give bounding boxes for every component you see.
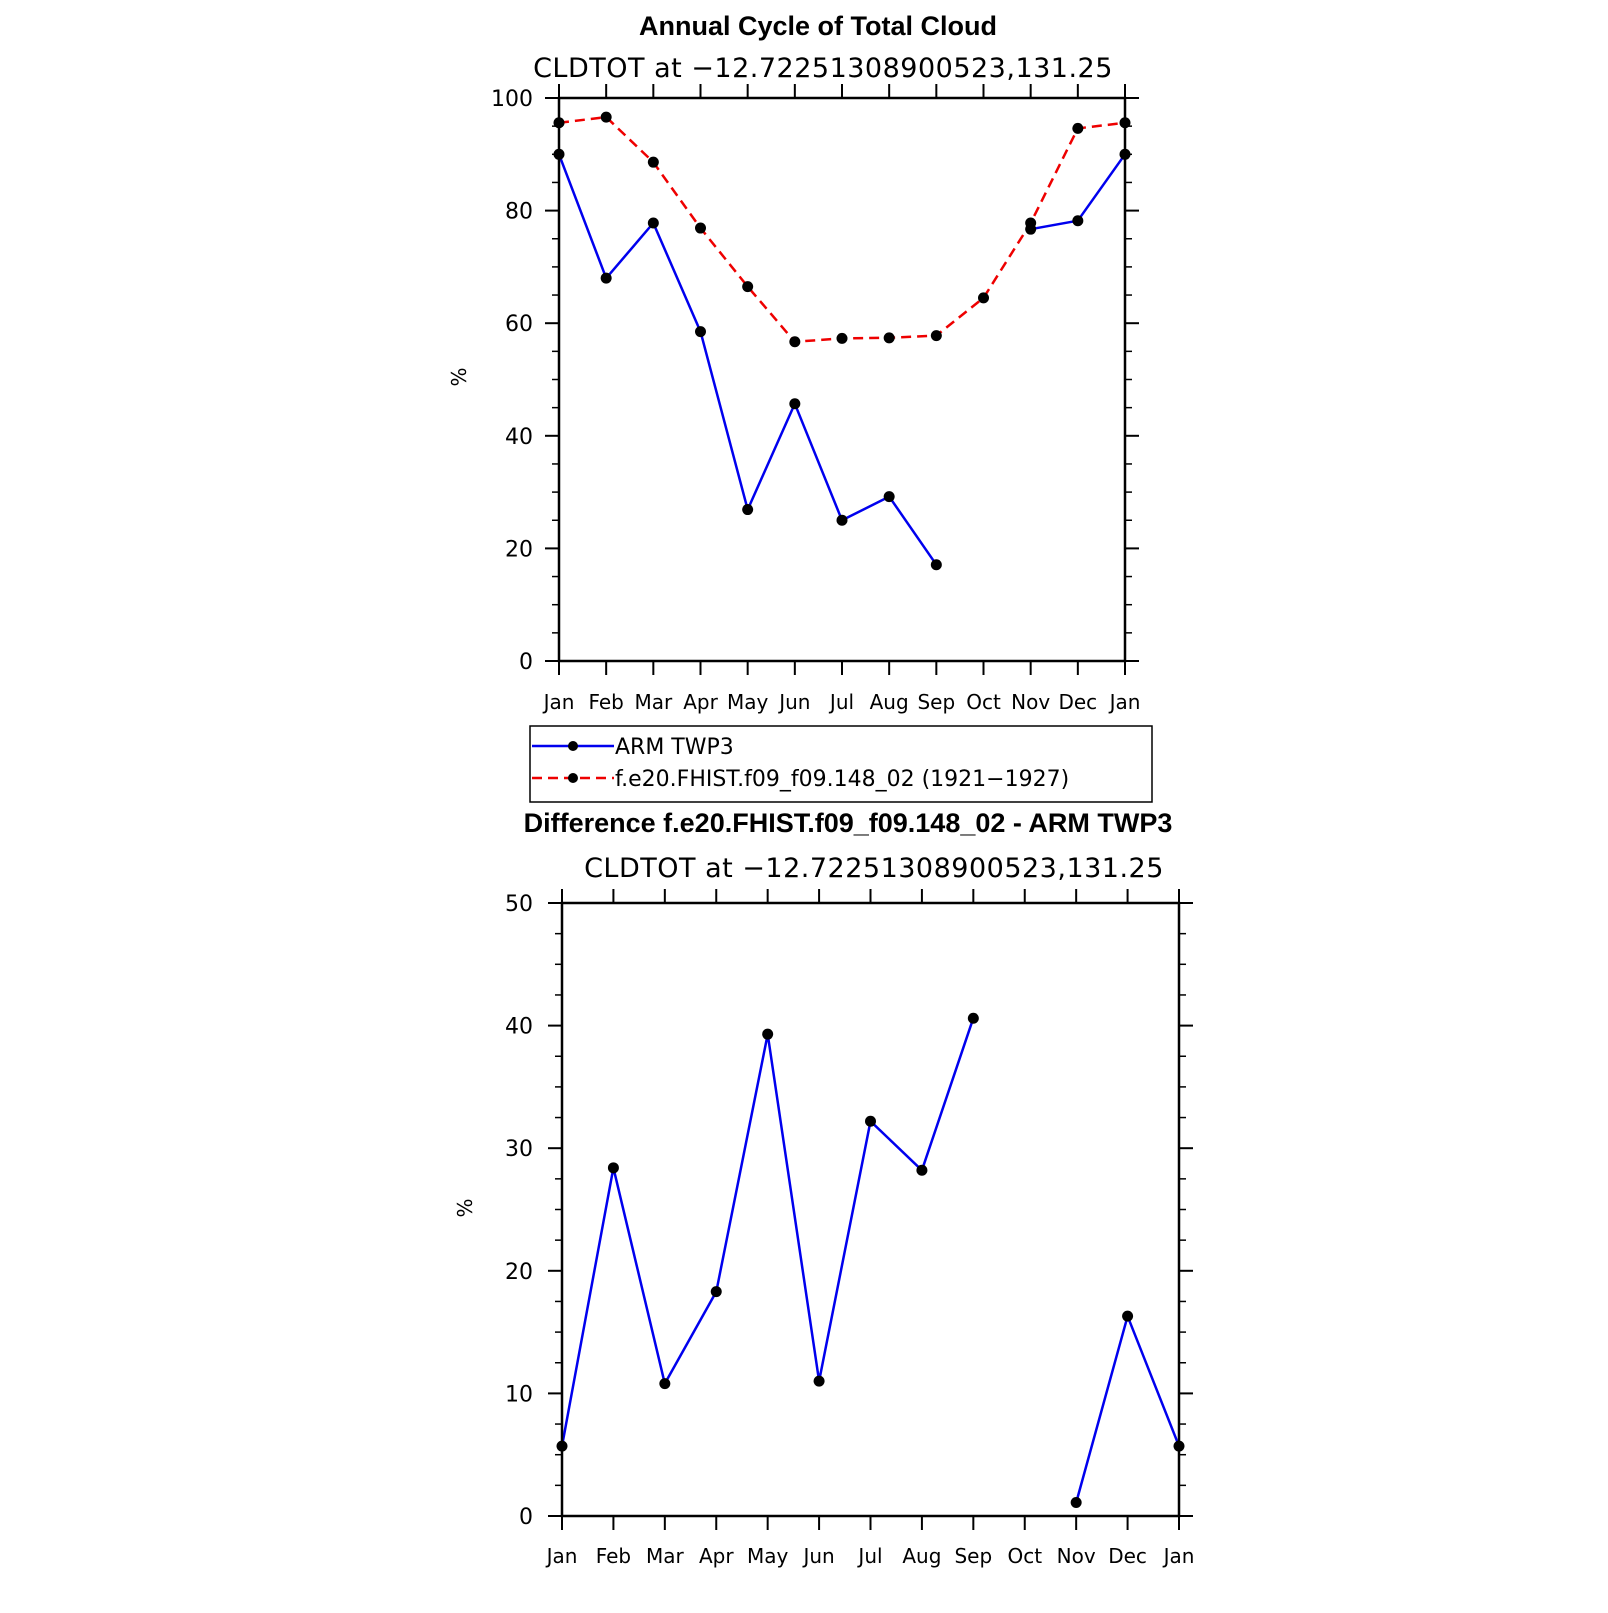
data-point [695,326,706,338]
x-tick-labels: Jan Feb Mar Apr May Jun Jul Aug Sep Oct Nov Dec Jan [542,690,1141,714]
x-tick-label: Sep [954,1544,992,1568]
data-point [762,1028,774,1040]
data-point [883,491,895,503]
chart-subtitle: CLDTOT at −12.72251308900523,131.25 [533,53,1113,84]
y-tick-label: 80 [505,200,533,225]
y-tick-label: 30 [505,1137,533,1162]
y-tick-label: 0 [519,650,533,675]
x-tick-label: May [727,690,769,714]
x-tick-label: Oct [966,690,1001,714]
x-tick-label: Aug [902,1544,941,1568]
data-point [600,111,612,123]
annual-cycle-chart: Annual Cycle of Total Cloud CLDTOT at −1… [447,11,1140,714]
data-point [967,1012,979,1024]
chart-subtitle: CLDTOT at −12.72251308900523,131.25 [584,853,1164,884]
x-tick-label: Nov [1011,690,1050,714]
series-line [558,115,1126,344]
plot-frame [557,96,1127,663]
series-markers [556,1012,1185,1509]
x-tick-label: Apr [683,690,718,714]
x-tick-label: Dec [1108,1544,1147,1568]
data-point [836,514,848,526]
x-tick-label: Jun [801,1544,834,1568]
y-tick-label: 50 [505,892,533,917]
x-tick-label: Feb [588,690,623,714]
x-tick-label: Sep [917,690,955,714]
x-tick-label: Mar [634,690,673,714]
y-axis-label: % [447,367,471,386]
data-point [789,336,801,348]
series-markers [553,111,1131,571]
data-point [930,330,942,342]
y-tick-label: 0 [519,1505,533,1530]
legend-obs-marker [568,741,578,751]
series-line [1074,1314,1181,1503]
series-lines [560,1017,1181,1503]
y-tick-labels: 0 10 20 30 40 50 [505,892,533,1530]
series-line [560,1017,975,1447]
y-tick-label: 20 [505,1260,533,1285]
x-tick-label: Jun [777,690,810,714]
x-tick-labels: Jan Feb Mar Apr May Jun Jul Aug Sep Oct Nov Dec Jan [545,1544,1195,1568]
x-tick-label: Jan [1108,690,1141,714]
x-tick-label: Jan [542,690,575,714]
plot-frame [560,901,1181,1518]
x-tick-label: Mar [646,1544,685,1568]
data-point [930,559,942,571]
x-tick-label: Dec [1058,690,1097,714]
data-point [813,1375,825,1387]
data-point [659,1378,671,1390]
data-point [607,1162,619,1174]
data-point [978,292,989,304]
data-point [710,1286,722,1298]
x-tick-label: Jan [545,1544,578,1568]
axis-ticks [545,84,1139,675]
data-point [836,332,848,344]
x-tick-label: Oct [1007,1544,1042,1568]
data-point [916,1164,928,1176]
data-point [647,217,659,229]
legend-box [529,725,1153,803]
y-tick-label: 10 [505,1382,533,1407]
data-point [1025,217,1037,229]
data-point [865,1115,876,1127]
data-point [600,272,612,284]
data-point [1072,122,1084,134]
y-tick-labels: 0 20 40 60 80 100 [491,87,533,675]
y-tick-label: 100 [491,87,533,112]
data-point [883,332,895,344]
chart-title: Difference f.e20.FHIST.f09_f09.148_02 - … [524,808,1173,838]
y-tick-label: 40 [505,425,533,450]
data-point [1072,215,1084,227]
x-tick-label: Jul [828,690,854,714]
legend-entry-obs: ARM TWP3 [615,735,734,760]
difference-chart: Difference f.e20.FHIST.f09_f09.148_02 - … [453,808,1194,1568]
y-axis-label: % [453,1198,477,1217]
legend-model-marker [568,773,578,783]
x-tick-label: Nov [1057,1544,1096,1568]
data-point [789,398,801,410]
data-point [742,281,754,293]
legend: ARM TWP3 f.e20.FHIST.f09_f09.148_02 (192… [529,725,1153,803]
y-tick-label: 60 [505,312,533,337]
x-tick-label: Aug [870,690,909,714]
data-point [742,504,754,516]
y-tick-label: 40 [505,1015,533,1040]
x-tick-label: Apr [699,1544,734,1568]
legend-entry-model: f.e20.FHIST.f09_f09.148_02 (1921−1927) [615,767,1069,792]
x-tick-label: Jul [856,1544,882,1568]
x-tick-label: Jan [1162,1544,1195,1568]
data-point [1070,1497,1082,1509]
data-point [647,156,659,168]
chart-title: Annual Cycle of Total Cloud [639,11,997,41]
data-point [1122,1310,1134,1322]
x-tick-label: May [747,1544,789,1568]
data-point [695,222,706,234]
y-tick-label: 20 [505,537,533,562]
series-line [557,153,938,566]
x-tick-label: Feb [596,1544,631,1568]
